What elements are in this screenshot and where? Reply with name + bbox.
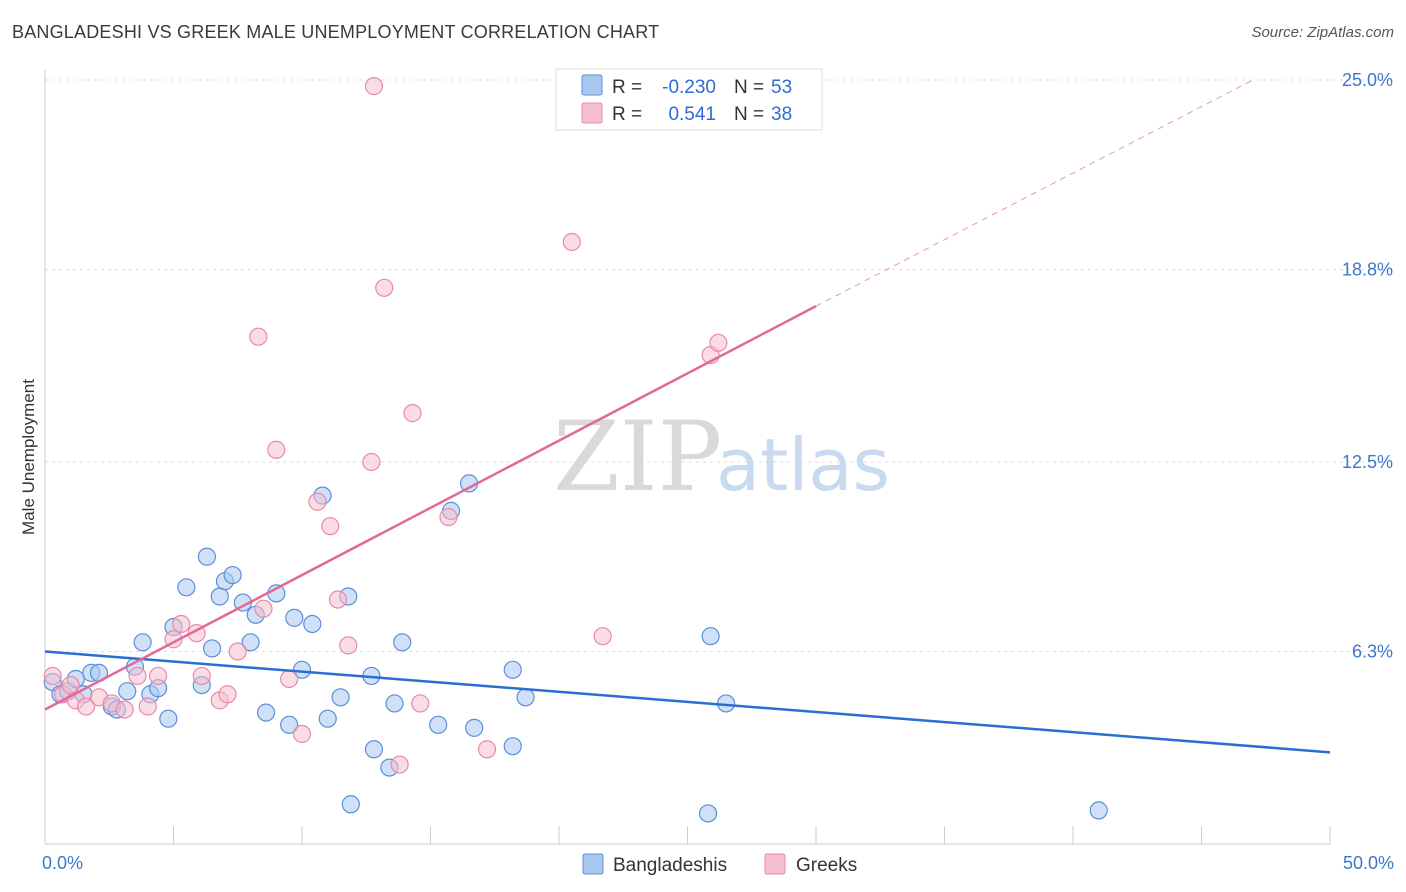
bangladeshi-point: [331, 688, 350, 707]
legend-r-value-bangladeshis: -0.230: [662, 77, 716, 98]
greek-point: [77, 697, 96, 716]
bangladeshis-trend-line: [44, 650, 1331, 754]
greek-point: [192, 666, 211, 686]
greek-point: [339, 636, 358, 655]
bangladeshi-point: [241, 633, 260, 652]
greek-point: [375, 278, 394, 297]
y-axis-tick-labels: 6.3% 12.5% 18.8% 25.0%: [1342, 70, 1393, 661]
greek-point: [477, 740, 497, 759]
series-legend-label-bangladeshis: Bangladeshis: [613, 855, 727, 876]
bangladeshi-point: [197, 547, 217, 566]
greek-point: [308, 492, 327, 511]
bangladeshi-point: [118, 682, 137, 701]
bangladeshi-point: [503, 660, 522, 679]
bangladeshi-point: [280, 715, 299, 734]
greek-point: [364, 77, 384, 96]
greek-point: [593, 627, 612, 646]
greeks-trend-extension: [815, 79, 1254, 307]
legend-n-label: N =: [734, 104, 764, 125]
bangladeshi-point: [701, 627, 720, 646]
bangladeshi-point: [285, 608, 304, 627]
watermark-zip: ZIP: [553, 401, 722, 513]
greek-point: [280, 669, 299, 689]
greek-point: [403, 404, 422, 423]
chart-title: BANGLADESHI VS GREEK MALE UNEMPLOYMENT C…: [12, 22, 660, 42]
greeks-trend-line: [44, 305, 817, 711]
bangladeshi-point: [341, 795, 360, 814]
x-axis-ticks: [44, 826, 1331, 844]
greek-point: [709, 333, 728, 352]
greek-point: [362, 452, 381, 472]
bangladeshi-point: [1089, 801, 1108, 820]
bangladeshi-point: [364, 740, 384, 759]
bangladeshi-point: [516, 688, 535, 707]
greek-point: [61, 675, 80, 695]
legend-r-label: R =: [612, 104, 642, 125]
greek-point: [172, 614, 191, 634]
legend-n-label: N =: [734, 77, 764, 98]
bangladeshi-point: [465, 718, 484, 737]
bangladeshi-point: [429, 715, 448, 734]
legend-n-value-bangladeshis: 53: [771, 77, 792, 98]
bangladeshi-point: [256, 703, 276, 722]
greek-point: [115, 700, 134, 719]
greek-point: [390, 755, 409, 774]
greek-point: [411, 694, 430, 713]
greek-point: [254, 599, 273, 618]
series-legend-swatch-greeks: [764, 853, 786, 875]
legend-n-value-greeks: 38: [771, 104, 792, 125]
bangladeshi-point: [202, 639, 222, 658]
bangladeshi-point: [223, 565, 242, 585]
grid-lines: [45, 79, 1395, 652]
bangladeshi-point: [159, 709, 178, 728]
source-label: Source: ZipAtlas.com: [1251, 24, 1394, 41]
series-legend-label-greeks: Greeks: [796, 855, 857, 876]
greek-point: [128, 666, 147, 686]
greek-point: [218, 685, 237, 704]
greek-point: [321, 517, 340, 536]
greek-point: [267, 440, 286, 459]
greek-point: [439, 507, 458, 527]
y-axis-label: Male Unemployment: [19, 379, 38, 535]
x-tick-label: 50.0%: [1343, 853, 1394, 873]
bangladeshi-point: [177, 578, 196, 597]
greek-point: [562, 232, 581, 252]
bangladeshi-point: [133, 633, 152, 652]
watermark-atlas: atlas: [716, 423, 890, 507]
bangladeshi-point: [385, 694, 404, 713]
correlation-legend: R = -0.230 N = 53 R = 0.541 N = 38: [555, 68, 823, 131]
greek-point: [148, 666, 168, 686]
series-legend-swatch-bangladeshis: [582, 853, 604, 875]
greek-point: [328, 590, 348, 609]
x-tick-label: 0.0%: [42, 853, 83, 873]
greek-point: [228, 642, 247, 661]
greek-point: [292, 724, 312, 744]
x-axis-tick-labels: 0.0% 50.0%: [42, 853, 1394, 873]
greek-point: [249, 327, 268, 346]
greek-point: [138, 697, 157, 716]
bangladeshi-point: [393, 633, 412, 652]
series-legend: Bangladeshis Greeks: [582, 853, 857, 876]
legend-r-value-greeks: 0.541: [668, 104, 716, 125]
y-tick-label: 18.8%: [1342, 259, 1393, 279]
bangladeshi-point: [210, 587, 229, 606]
legend-r-label: R =: [612, 77, 642, 98]
data-points: [43, 77, 1108, 823]
legend-swatch-greeks: [581, 102, 603, 124]
bangladeshi-point: [303, 614, 322, 634]
y-tick-label: 25.0%: [1342, 70, 1393, 90]
watermark: ZIP atlas: [553, 401, 890, 513]
greek-point: [43, 666, 62, 686]
trend-lines: [44, 79, 1331, 754]
bangladeshi-point: [318, 709, 337, 728]
y-tick-label: 6.3%: [1352, 641, 1393, 661]
bangladeshi-point: [698, 804, 718, 823]
legend-swatch-bangladeshis: [581, 74, 603, 96]
bangladeshi-point: [503, 737, 522, 756]
y-tick-label: 12.5%: [1342, 452, 1393, 472]
